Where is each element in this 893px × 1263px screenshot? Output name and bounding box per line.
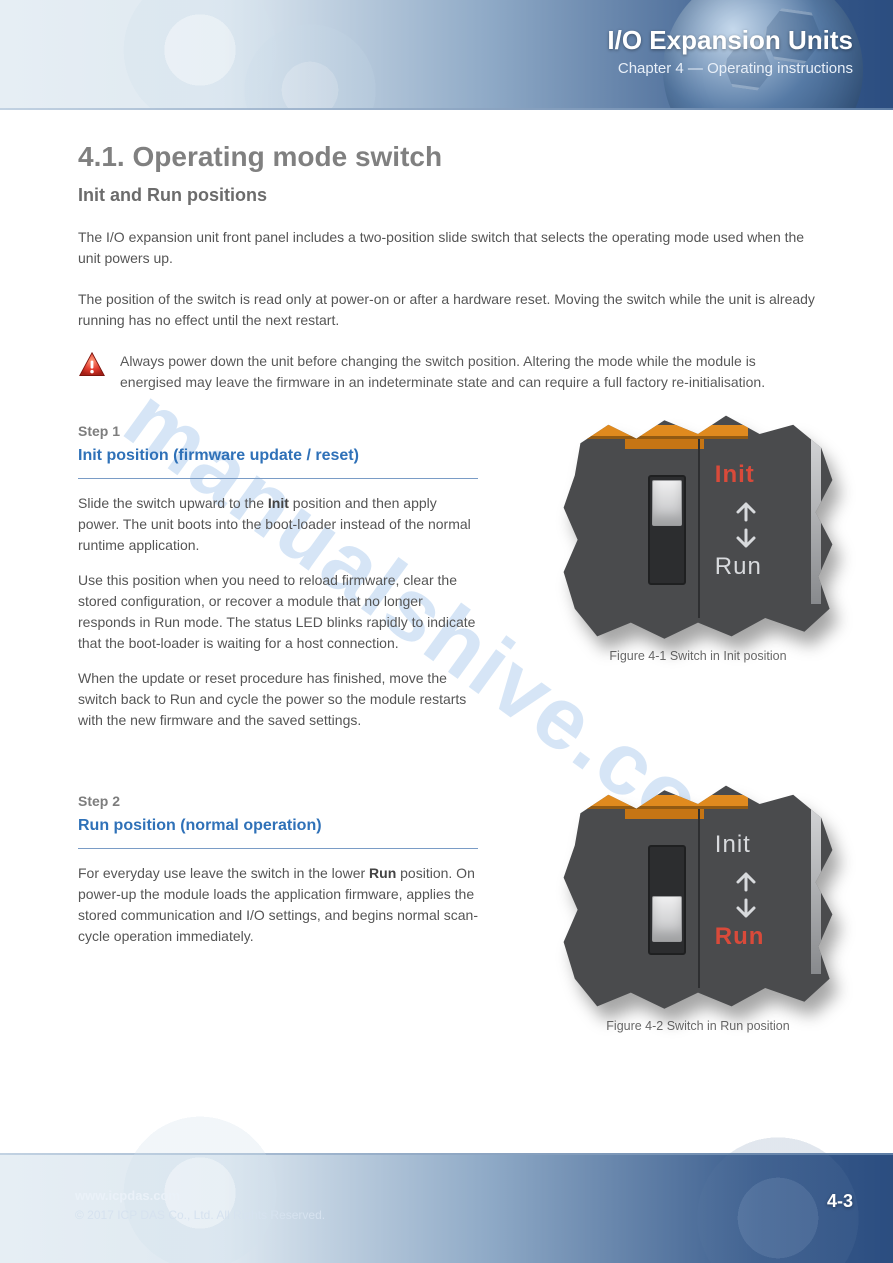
step-1-p2: Use this position when you need to reloa… bbox=[78, 570, 478, 654]
section-heading: Operating mode switch bbox=[132, 141, 442, 172]
step-1-init-label: Init bbox=[268, 495, 289, 511]
section-number: 4.1. bbox=[78, 141, 125, 172]
figure-2-arrows-icon bbox=[726, 868, 766, 922]
step-2-body: For everyday use leave the switch in the… bbox=[78, 863, 478, 947]
figure-1-arrows-icon bbox=[726, 498, 766, 552]
step-1-header: Step 1 Init position (firmware update / … bbox=[78, 421, 478, 479]
section-number-and-heading: 4.1. Operating mode switch bbox=[78, 136, 818, 178]
footer-decor-gear-left bbox=[110, 1103, 290, 1263]
figure-2-orange-rail2 bbox=[625, 809, 703, 819]
figure-2-caption: Figure 4-2 Switch in Run position bbox=[558, 1017, 838, 1036]
figure-2-label-run: Run bbox=[715, 919, 811, 955]
figure-1-orange-rail2 bbox=[625, 439, 703, 449]
step-2-title: Run position (normal operation) bbox=[78, 814, 478, 838]
figure-2-label-run-text: Run bbox=[715, 923, 765, 950]
figure-2-wrap: Init Run Figure 4-2 Switch in Run positi… bbox=[558, 781, 838, 1036]
figure-2-divider bbox=[698, 809, 700, 988]
step-2-number: Step 2 bbox=[78, 791, 478, 812]
footer-copyright: © 2017 ICP DAS Co., Ltd. All Rights Rese… bbox=[75, 1208, 325, 1222]
figure-2-label-init: Init bbox=[715, 827, 811, 863]
figure-1-side-strip bbox=[811, 425, 821, 604]
step-1-p1-lead: Slide the switch upward to the bbox=[78, 495, 268, 511]
figure-1-divider bbox=[698, 439, 700, 618]
figure-1-panel: Init Run bbox=[558, 411, 838, 641]
page-body: 4.1. Operating mode switch Init and Run … bbox=[78, 136, 818, 979]
figure-1-switch-init: Init Run bbox=[558, 411, 838, 641]
step-1-body: Slide the switch upward to the Init posi… bbox=[78, 493, 478, 731]
step-2-header: Step 2 Run position (normal operation) bbox=[78, 791, 478, 849]
figure-1-caption: Figure 4-1 Switch in Init position bbox=[558, 647, 838, 666]
figure-2-label-init-text: Init bbox=[715, 831, 751, 858]
step-1-p3: When the update or reset procedure has f… bbox=[78, 668, 478, 731]
footer-url: www.icpdas.com bbox=[75, 1188, 180, 1203]
page-footer: www.icpdas.com © 2017 ICP DAS Co., Ltd. … bbox=[0, 1153, 893, 1263]
figure-1-wrap: Init Run Figure 4-1 Switch in Init posit… bbox=[558, 411, 838, 666]
figure-1-label-run: Run bbox=[715, 549, 811, 585]
step-2-run-label: Run bbox=[369, 865, 396, 881]
figure-2-panel: Init Run bbox=[558, 781, 838, 1011]
step-1-number: Step 1 bbox=[78, 421, 478, 442]
figure-1-label-init: Init bbox=[715, 457, 811, 493]
header-title: I/O Expansion Units bbox=[607, 25, 853, 56]
page-header: I/O Expansion Units Chapter 4 — Operatin… bbox=[0, 0, 893, 110]
step-2-p1: For everyday use leave the switch in the… bbox=[78, 863, 478, 947]
figure-1-switch-knob bbox=[652, 480, 682, 526]
header-rule bbox=[0, 108, 893, 110]
section-subheading: Init and Run positions bbox=[78, 182, 818, 209]
intro-paragraph-1: The I/O expansion unit front panel inclu… bbox=[78, 227, 818, 269]
step-2-p1-lead: For everyday use leave the switch in the… bbox=[78, 865, 369, 881]
warning-block: Always power down the unit before changi… bbox=[78, 351, 818, 393]
step-2-block: Step 2 Run position (normal operation) F… bbox=[78, 791, 818, 947]
warning-text: Always power down the unit before changi… bbox=[120, 351, 818, 393]
figure-1-label-run-text: Run bbox=[715, 553, 762, 580]
footer-page-number: 4-3 bbox=[827, 1191, 853, 1212]
figure-2-switch-run: Init Run bbox=[558, 781, 838, 1011]
figure-2-switch-knob bbox=[652, 896, 682, 942]
step-1-title: Init position (firmware update / reset) bbox=[78, 444, 478, 468]
header-chapter: Chapter 4 — Operating instructions bbox=[618, 60, 853, 77]
warning-icon bbox=[78, 351, 106, 379]
step-1-p1: Slide the switch upward to the Init posi… bbox=[78, 493, 478, 556]
step-1-block: Step 1 Init position (firmware update / … bbox=[78, 421, 818, 731]
figure-1-label-init-text: Init bbox=[715, 461, 755, 488]
figure-2-side-strip bbox=[811, 795, 821, 974]
intro-paragraph-2: The position of the switch is read only … bbox=[78, 289, 818, 331]
figure-1-orange-rail bbox=[586, 425, 748, 439]
figure-2-orange-rail bbox=[586, 795, 748, 809]
